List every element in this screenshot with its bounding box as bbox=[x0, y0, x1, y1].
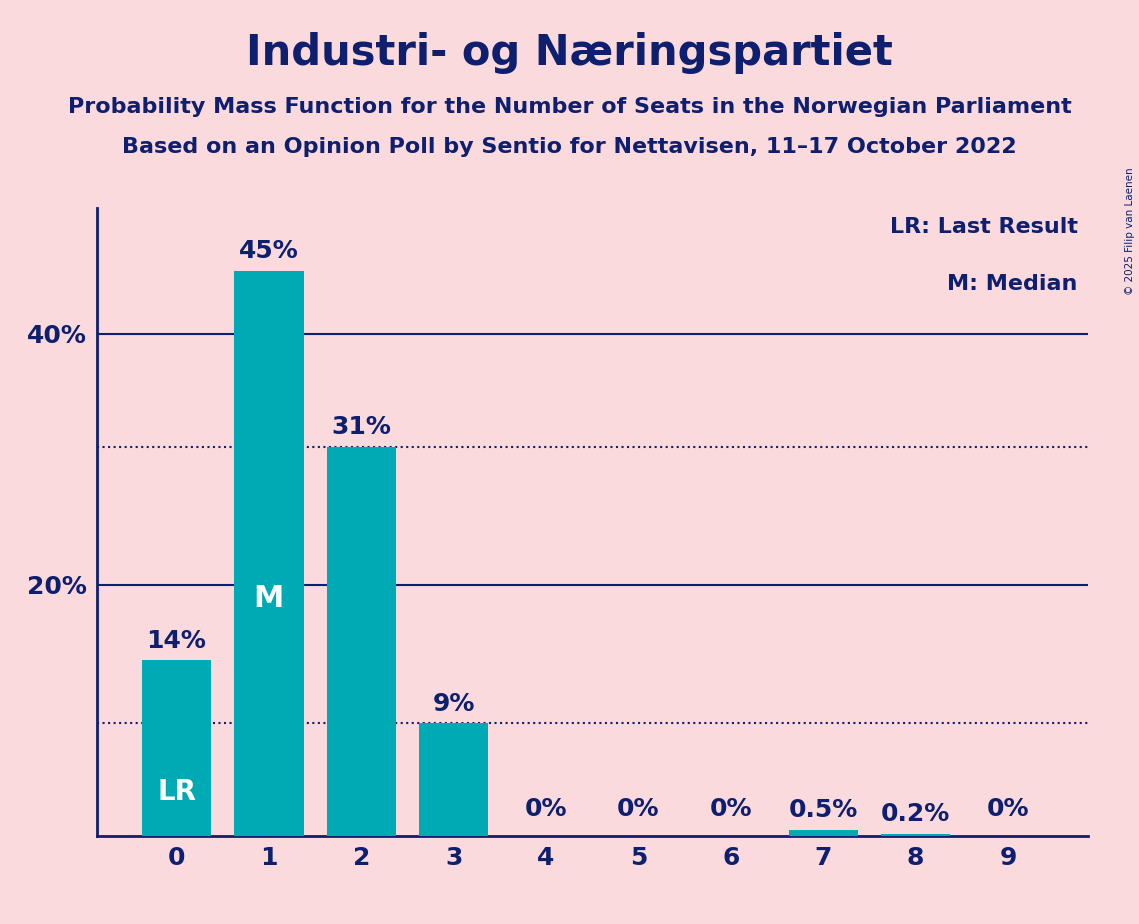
Bar bbox=[788, 830, 858, 836]
Bar bbox=[880, 833, 950, 836]
Text: © 2025 Filip van Laenen: © 2025 Filip van Laenen bbox=[1125, 167, 1134, 295]
Text: M: Median: M: Median bbox=[948, 274, 1077, 294]
Bar bbox=[419, 723, 489, 836]
Bar bbox=[142, 661, 211, 836]
Text: M: M bbox=[254, 584, 284, 614]
Text: Based on an Opinion Poll by Sentio for Nettavisen, 11–17 October 2022: Based on an Opinion Poll by Sentio for N… bbox=[122, 137, 1017, 157]
Bar bbox=[235, 271, 304, 836]
Text: 0%: 0% bbox=[617, 797, 659, 821]
Text: 0%: 0% bbox=[525, 797, 567, 821]
Text: 0%: 0% bbox=[986, 797, 1030, 821]
Text: LR: LR bbox=[157, 778, 196, 807]
Text: 31%: 31% bbox=[331, 415, 391, 439]
Text: LR: Last Result: LR: Last Result bbox=[890, 217, 1077, 237]
Text: Probability Mass Function for the Number of Seats in the Norwegian Parliament: Probability Mass Function for the Number… bbox=[67, 97, 1072, 117]
Text: 45%: 45% bbox=[239, 239, 298, 263]
Text: 14%: 14% bbox=[147, 628, 206, 652]
Text: 0.2%: 0.2% bbox=[882, 802, 950, 826]
Text: 0%: 0% bbox=[710, 797, 752, 821]
Text: Industri- og Næringspartiet: Industri- og Næringspartiet bbox=[246, 32, 893, 74]
Bar bbox=[327, 446, 396, 836]
Text: 9%: 9% bbox=[433, 691, 475, 715]
Text: 0.5%: 0.5% bbox=[788, 798, 858, 822]
